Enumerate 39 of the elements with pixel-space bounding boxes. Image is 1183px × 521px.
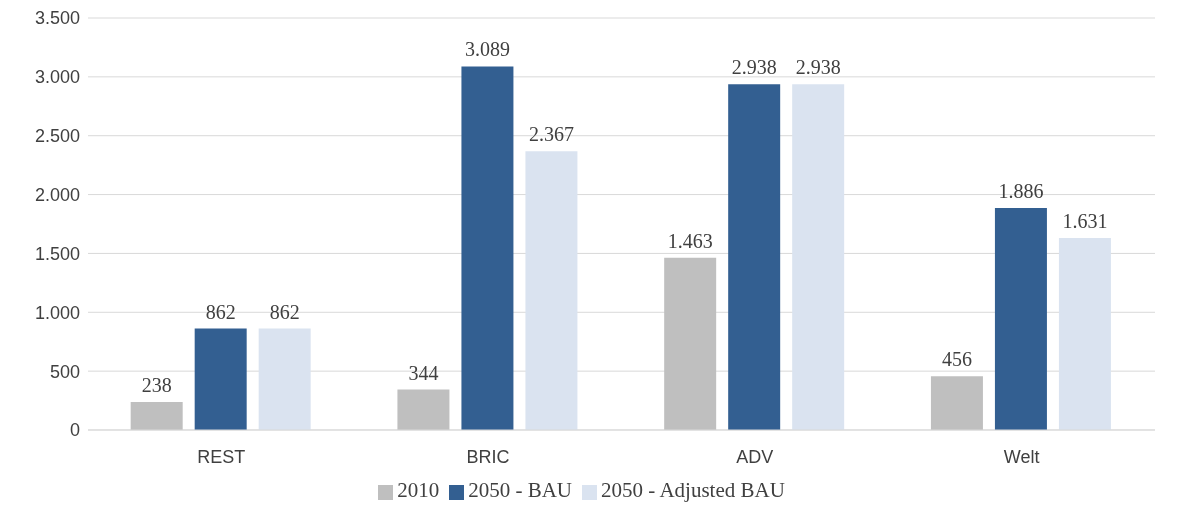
y-tick-label: 1.000 — [34, 302, 80, 323]
bar — [792, 84, 845, 430]
y-tick-label: 3.500 — [34, 8, 80, 29]
x-tick-label: BRIC — [466, 446, 510, 467]
legend-label: 2010 — [397, 478, 440, 502]
bar — [994, 207, 1047, 430]
data-label: 1.886 — [998, 179, 1044, 202]
y-tick-label: 2.000 — [34, 184, 80, 205]
x-tick-label: ADV — [736, 446, 774, 467]
data-label: 344 — [408, 361, 439, 384]
bar — [194, 328, 247, 430]
data-label: 2.938 — [795, 56, 841, 79]
data-label: 2.367 — [528, 123, 574, 146]
y-tick-label: 500 — [49, 361, 80, 382]
bar — [258, 328, 311, 430]
data-label: 862 — [205, 300, 236, 323]
bar — [525, 151, 578, 430]
y-tick-label: 1.500 — [34, 243, 80, 264]
legend-label: 2050 - Adjusted BAU — [601, 478, 785, 502]
data-label: 2.938 — [731, 56, 777, 79]
x-tick-label: Welt — [1003, 446, 1040, 467]
bar — [397, 389, 450, 430]
bar — [130, 401, 183, 430]
x-tick-label: REST — [197, 446, 246, 467]
bar — [461, 66, 514, 430]
data-label: 1.631 — [1062, 210, 1108, 233]
y-tick-label: 0 — [69, 420, 80, 441]
data-label: 456 — [941, 348, 972, 371]
data-label: 238 — [141, 373, 172, 396]
data-label: 862 — [269, 300, 300, 323]
bar — [664, 257, 717, 430]
data-label: 1.463 — [667, 229, 713, 252]
y-tick-label: 3.000 — [34, 67, 80, 88]
data-label: 3.089 — [464, 38, 510, 61]
y-tick-label: 2.500 — [34, 126, 80, 147]
bar — [930, 376, 983, 430]
legend-label: 2050 - BAU — [468, 478, 573, 502]
bar — [1058, 238, 1111, 430]
bar — [728, 84, 781, 430]
